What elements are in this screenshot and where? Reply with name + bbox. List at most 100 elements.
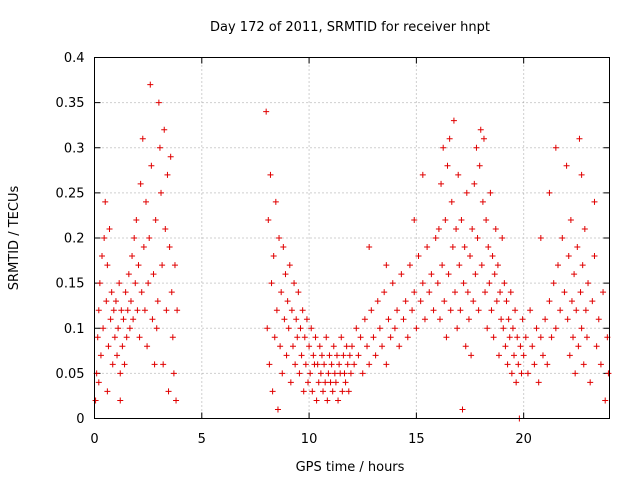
- data-point: [173, 397, 180, 404]
- data-point: [124, 307, 131, 314]
- data-point: [156, 144, 163, 151]
- data-point: [379, 343, 386, 350]
- data-point: [357, 334, 364, 341]
- data-point: [359, 370, 366, 377]
- data-point: [440, 144, 447, 151]
- data-point: [572, 370, 579, 377]
- data-point: [287, 379, 294, 386]
- data-point: [355, 352, 362, 359]
- data-point: [522, 334, 529, 341]
- data-point: [383, 262, 390, 269]
- data-point: [517, 343, 524, 350]
- data-point: [339, 388, 346, 395]
- data-point: [567, 216, 574, 223]
- data-point: [413, 325, 420, 332]
- data-point: [351, 361, 358, 368]
- data-point: [400, 316, 407, 323]
- data-point: [550, 280, 557, 287]
- data-point: [597, 361, 604, 368]
- data-point: [301, 334, 308, 341]
- data-point: [552, 325, 559, 332]
- data-point: [533, 325, 540, 332]
- data-point: [278, 289, 285, 296]
- data-point: [527, 307, 534, 314]
- data-point: [346, 352, 353, 359]
- data-point: [494, 262, 501, 269]
- data-point: [582, 307, 589, 314]
- data-point: [167, 153, 174, 160]
- data-point: [146, 235, 153, 241]
- data-point: [121, 361, 128, 368]
- data-point: [449, 244, 456, 251]
- data-point: [453, 225, 460, 232]
- data-point: [161, 126, 168, 133]
- data-point: [417, 298, 424, 305]
- data-point: [345, 388, 352, 395]
- data-points: [92, 81, 612, 422]
- data-point: [277, 343, 284, 350]
- data-point: [470, 298, 477, 305]
- data-point: [461, 244, 468, 251]
- data-point: [297, 325, 304, 332]
- data-point: [428, 271, 435, 278]
- data-point: [570, 334, 577, 341]
- data-point: [127, 298, 134, 305]
- data-point: [564, 316, 571, 323]
- data-point: [511, 352, 518, 359]
- data-point: [513, 379, 520, 386]
- data-point: [141, 307, 148, 314]
- data-point: [454, 325, 461, 332]
- data-point: [495, 352, 502, 359]
- data-point: [381, 289, 388, 296]
- data-point: [552, 144, 559, 151]
- data-point: [112, 298, 119, 305]
- data-point: [271, 334, 278, 341]
- data-point: [323, 334, 330, 341]
- data-point: [600, 289, 607, 296]
- data-point: [502, 343, 509, 350]
- data-point: [174, 307, 181, 314]
- data-point: [602, 397, 609, 404]
- data-point: [519, 316, 526, 323]
- data-point: [137, 180, 144, 187]
- data-point: [126, 325, 133, 332]
- data-point: [531, 361, 538, 368]
- data-point: [370, 334, 377, 341]
- data-point: [97, 352, 104, 359]
- data-point: [469, 225, 476, 232]
- data-point: [302, 361, 309, 368]
- data-point: [479, 198, 486, 205]
- data-point: [497, 289, 504, 296]
- data-point: [444, 162, 451, 169]
- data-point: [480, 135, 487, 142]
- data-point: [268, 280, 275, 287]
- data-point: [129, 253, 136, 260]
- data-point: [282, 271, 289, 278]
- y-tick-label: 0.1: [64, 322, 85, 337]
- data-point: [391, 325, 398, 332]
- data-point: [488, 307, 495, 314]
- data-point: [312, 334, 319, 341]
- data-point: [446, 135, 453, 142]
- grid-lines: [94, 57, 610, 419]
- data-point: [581, 225, 588, 232]
- data-point: [432, 235, 439, 241]
- data-point: [342, 379, 349, 386]
- data-point: [430, 307, 437, 314]
- data-point: [120, 316, 127, 323]
- data-point: [546, 298, 553, 305]
- data-point: [447, 307, 454, 314]
- data-point: [539, 352, 546, 359]
- data-point: [320, 388, 327, 395]
- data-point: [493, 298, 500, 305]
- data-point: [171, 262, 178, 269]
- data-point: [138, 289, 145, 296]
- data-point: [452, 289, 458, 296]
- data-point: [411, 216, 418, 223]
- data-point: [485, 244, 492, 251]
- data-point: [325, 370, 332, 377]
- data-point: [299, 307, 306, 314]
- data-point: [424, 244, 431, 251]
- data-point: [455, 171, 462, 178]
